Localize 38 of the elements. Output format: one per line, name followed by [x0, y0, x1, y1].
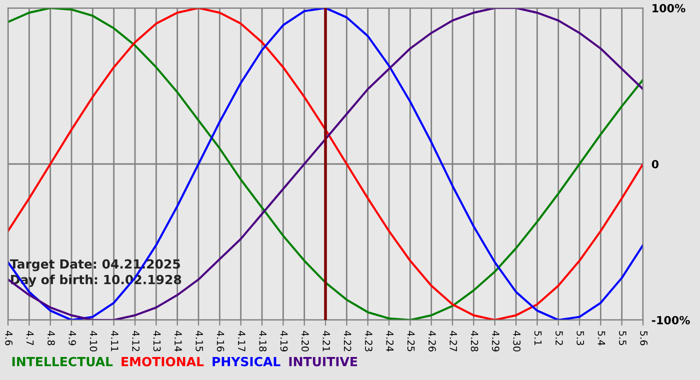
x-tick-label: 4.28: [470, 330, 478, 352]
x-tick-label: 5.5: [619, 331, 626, 346]
x-tick-label: 5.6: [640, 331, 648, 346]
x-tick-label: 4.7: [26, 330, 34, 346]
x-tick-label: 4.20: [302, 330, 309, 352]
y-tick-label: 0: [652, 160, 659, 168]
x-tick-label: 4.13: [153, 330, 161, 352]
x-tick-label: 4.10: [90, 330, 98, 352]
x-tick-label: 4.19: [280, 330, 288, 352]
x-tick-label: 4.11: [111, 330, 118, 352]
x-tick-label: 4.17: [238, 330, 246, 352]
x-tick-label: 4.24: [386, 330, 394, 352]
x-tick-label: 4.18: [259, 330, 267, 352]
x-tick-label: 4.27: [450, 330, 458, 352]
x-tick-label: 4.15: [196, 330, 203, 352]
x-tick-label: 5.1: [534, 331, 542, 345]
text: INTELLECTUAL: [12, 356, 113, 366]
x-tick-label: 4.23: [365, 330, 372, 352]
x-tick-label: 4.8: [48, 330, 55, 346]
x-tick-label: 4.30: [513, 330, 521, 352]
x-tick-label: 4.16: [216, 330, 224, 352]
x-tick-label: 5.2: [556, 331, 563, 345]
y-tick-label: 100%: [652, 4, 686, 12]
x-tick-label: 4.21: [322, 330, 330, 352]
text: EMOTIONAL: [122, 356, 204, 366]
x-tick-label: 4.6: [5, 330, 13, 346]
x-tick-label: 4.29: [492, 330, 500, 352]
x-tick-label: 4.22: [344, 330, 352, 352]
y-tick-label: -100%: [652, 316, 690, 324]
x-tick-label: 5.3: [576, 331, 584, 346]
x-tick-label: 4.14: [174, 330, 182, 352]
text: INTUITIVE: [289, 357, 358, 366]
x-tick-label: 4.26: [428, 330, 436, 352]
x-tick-label: 4.25: [407, 330, 415, 352]
text: PHYSICAL: [212, 356, 280, 366]
x-tick-label: 4.12: [132, 330, 140, 352]
x-tick-label: 5.4: [598, 331, 606, 346]
x-tick-label: 4.9: [68, 330, 76, 346]
